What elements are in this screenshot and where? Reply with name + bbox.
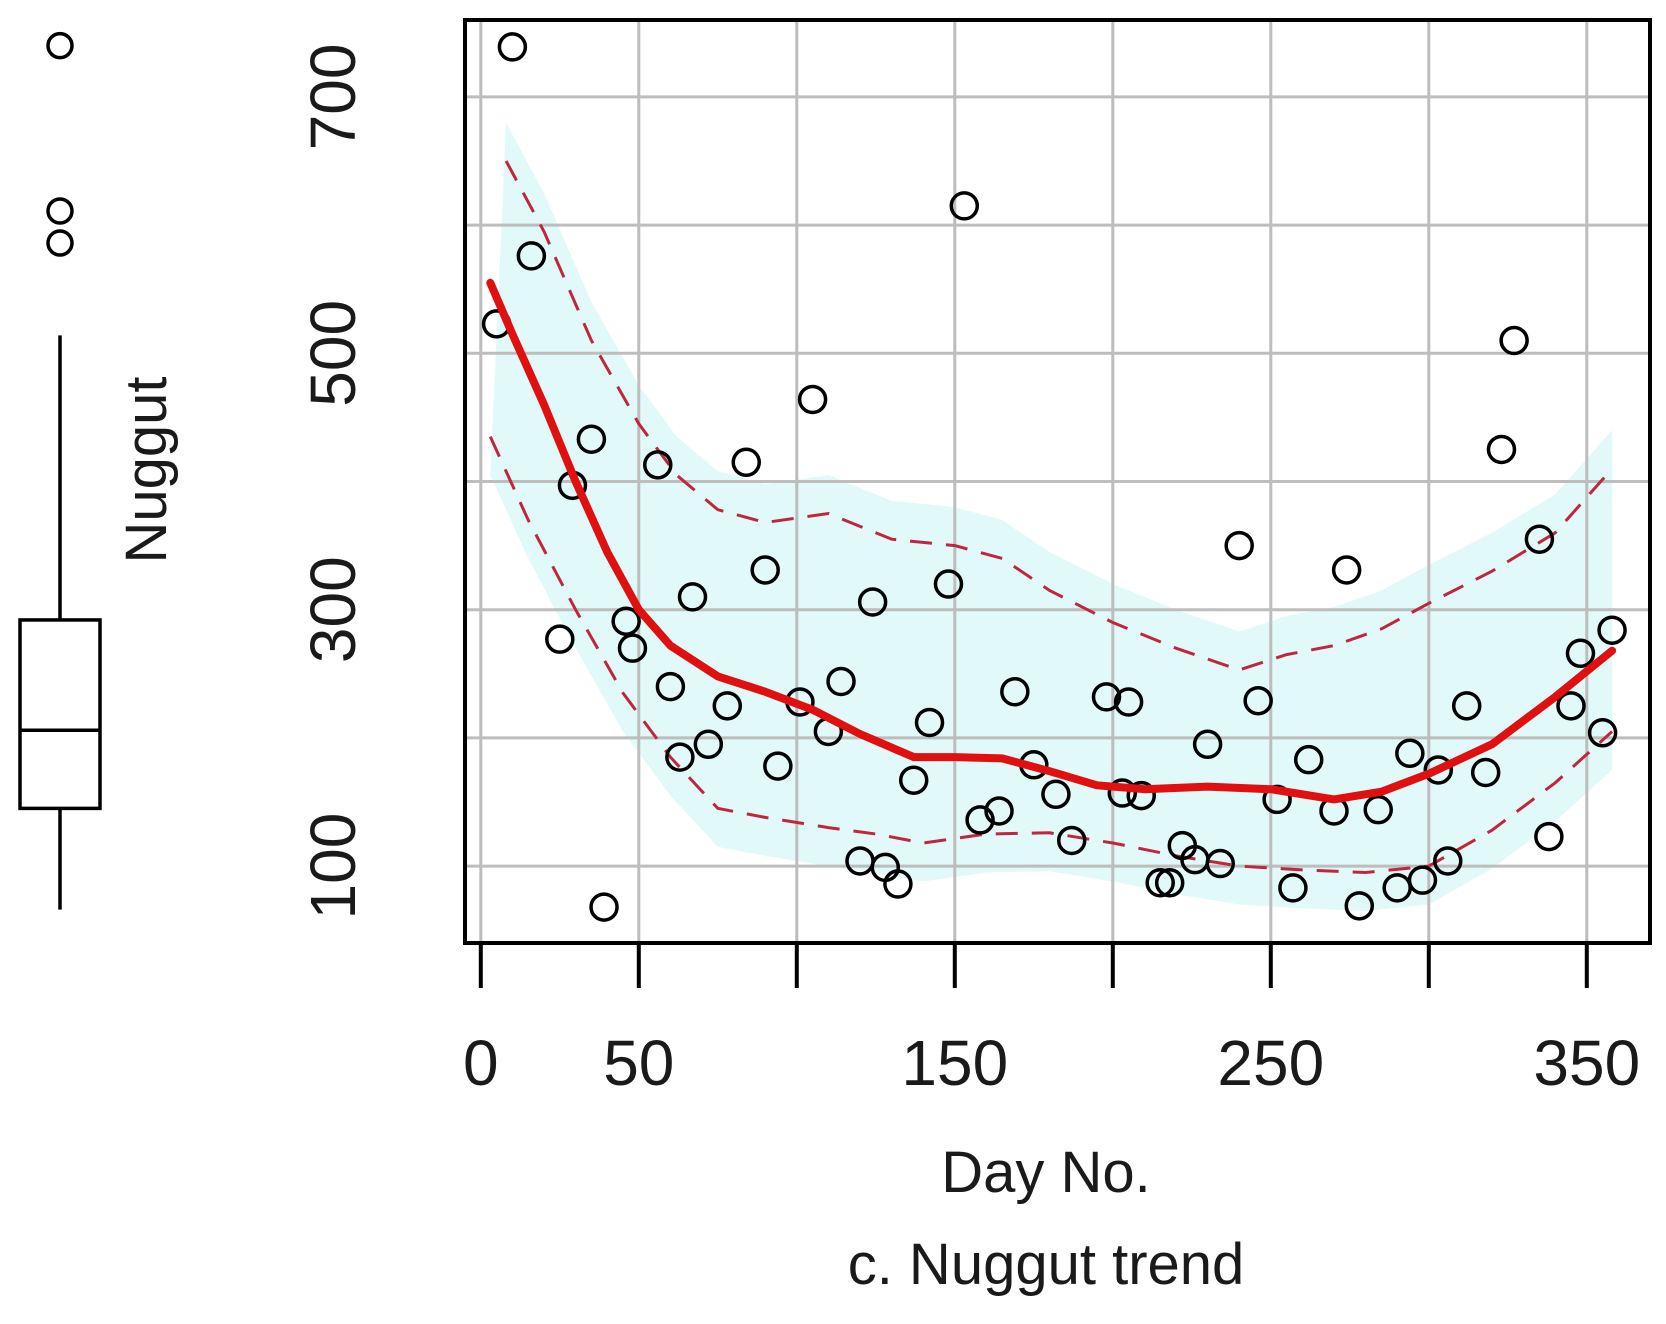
confidence-ribbon <box>490 122 1613 911</box>
x-tick-label: 0 <box>463 1027 499 1099</box>
data-point <box>949 191 980 221</box>
data-point <box>965 805 995 835</box>
data-point <box>1056 825 1087 856</box>
data-point <box>797 384 828 415</box>
upper-confidence-band <box>504 160 1614 672</box>
data-point <box>914 707 945 738</box>
x-axis-label: Day No. <box>941 1140 1151 1205</box>
data-point <box>611 606 641 636</box>
data-point <box>1344 891 1375 921</box>
data-point <box>1423 755 1454 785</box>
data-point <box>750 555 780 585</box>
y-tick-label: 700 <box>297 44 369 151</box>
data-point <box>857 587 888 617</box>
data-point <box>1534 821 1564 852</box>
data-point <box>1451 691 1482 721</box>
data-point <box>1331 555 1362 585</box>
data-point <box>1154 867 1185 898</box>
y-axis-label: Nuggut <box>114 376 179 563</box>
data-point <box>731 447 761 478</box>
data-point <box>1041 779 1071 810</box>
y-tick-label: 300 <box>297 556 369 663</box>
x-tick-label: 350 <box>1533 1027 1640 1099</box>
data-point <box>763 751 793 781</box>
y-tick-label: 500 <box>297 300 369 407</box>
data-point <box>677 582 708 612</box>
boxplot-box <box>18 618 102 811</box>
x-tick-label: 250 <box>1217 1027 1324 1099</box>
data-point <box>655 671 686 702</box>
data-point <box>1524 524 1555 554</box>
data-point <box>712 691 743 721</box>
data-point <box>1363 794 1393 825</box>
data-point <box>984 796 1014 826</box>
x-tick-label: 50 <box>603 1027 674 1099</box>
boxplot-outlier <box>46 229 74 257</box>
x-tick-label: 150 <box>901 1027 1008 1099</box>
data-point <box>1145 867 1175 898</box>
data-point <box>1433 846 1463 876</box>
data-point <box>1107 778 1138 808</box>
data-point <box>643 450 673 480</box>
trend-line <box>486 278 1617 804</box>
data-point <box>898 765 929 795</box>
data-point <box>883 869 913 899</box>
data-point <box>1486 434 1517 465</box>
boxplot-outlier <box>46 197 74 225</box>
data-point <box>1278 873 1308 903</box>
data-point <box>1224 530 1254 561</box>
data-point <box>545 624 575 654</box>
data-point <box>1293 744 1324 775</box>
data-point <box>693 729 724 760</box>
nuggut-boxplot <box>18 31 102 910</box>
data-point <box>1407 865 1438 895</box>
data-point <box>1395 738 1425 769</box>
data-point <box>665 742 695 772</box>
data-point <box>1192 729 1223 760</box>
plot-frame <box>463 18 1652 945</box>
scatter-plot-area: 0 50 150 250 350 100 300 500 700 <box>297 18 1652 1099</box>
data-point <box>589 892 619 922</box>
y-tick-label: 100 <box>297 813 369 920</box>
data-point <box>826 666 856 697</box>
data-point <box>1499 325 1529 356</box>
data-point <box>933 569 964 599</box>
data-point <box>1091 682 1122 712</box>
data-point <box>617 633 648 663</box>
data-point <box>1597 615 1627 645</box>
data-point <box>1565 638 1596 669</box>
data-point <box>576 424 607 454</box>
data-point <box>1205 848 1235 879</box>
chart-caption: c. Nuggut trend <box>848 1232 1245 1297</box>
data-point <box>1587 718 1618 748</box>
boxplot-outlier <box>46 31 74 60</box>
data-point <box>1556 691 1586 721</box>
data-point <box>497 32 528 62</box>
data-point <box>516 241 547 271</box>
lower-confidence-band <box>488 435 1614 875</box>
data-point <box>1243 685 1273 716</box>
data-point <box>1126 780 1156 811</box>
data-point <box>1000 676 1030 707</box>
data-point <box>1470 757 1501 788</box>
data-point <box>1113 687 1144 717</box>
